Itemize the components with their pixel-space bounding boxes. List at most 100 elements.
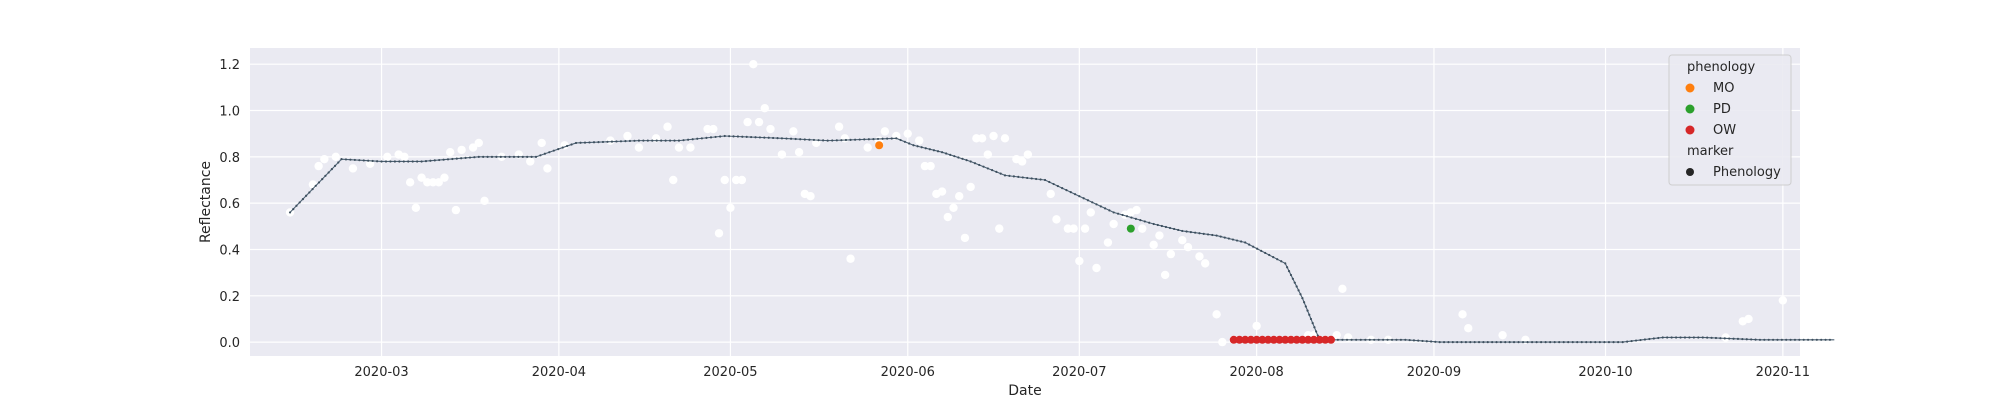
smoothed-series-dot [1589,341,1592,344]
observation-point [1000,134,1010,143]
smoothed-series-dot [1052,182,1055,186]
smoothed-series-dot [1820,338,1823,341]
smoothed-series-dot [736,135,740,138]
x-tick: 2020-08 [1229,365,1283,380]
smoothed-series-dot [1350,338,1353,341]
smoothed-series-dot [1095,203,1098,206]
smoothed-series-dot [1598,341,1601,344]
smoothed-series-dot [1386,338,1389,341]
smoothed-series-dot [455,157,458,160]
smoothed-series-dot [1086,199,1090,202]
y-tick-label: 0.0 [219,336,240,351]
observation-point [1092,263,1101,273]
legend-marker-mo [1685,83,1695,93]
smoothed-series-dot [1043,178,1047,182]
smoothed-series-dot [940,151,944,154]
smoothed-series-dot [1719,337,1722,340]
smoothed-series-dot [1674,336,1678,339]
smoothed-series-dot [464,156,467,160]
smoothed-series-dot [677,139,681,142]
smoothed-series-dot [534,155,538,158]
smoothed-series-dot [705,136,708,139]
x-tick-label: 2020-07 [1052,365,1106,380]
smoothed-series-dot [812,138,816,142]
smoothed-series-dot [1666,336,1669,339]
observation-point [1160,270,1170,280]
observation-point [989,131,998,141]
smoothed-series-dot [495,155,498,158]
smoothed-series-dot [973,162,977,165]
smoothed-series-dot [292,207,295,211]
smoothed-series-dot [1021,176,1024,179]
smoothed-series-dot [660,139,663,142]
smoothed-series-dot [1315,330,1318,333]
smoothed-series-dot [601,140,605,144]
y-axis-ticks: 0.0 0.2 0.4 0.6 0.8 1.0 1.2 [219,58,240,351]
phenology-point-ow [1275,335,1284,344]
smoothed-series-dot [1399,338,1403,341]
smoothed-series-dot [1235,239,1239,242]
smoothed-series-dot [1211,233,1214,237]
smoothed-series-dot [1056,184,1059,188]
observation-point [1132,205,1141,215]
observation-point [726,203,735,212]
observation-point [1023,150,1033,159]
smoothed-series-dot [1701,336,1704,339]
smoothed-series-dot [1284,262,1287,265]
phenology-point-ow [1286,335,1295,344]
smoothed-series-dot [982,165,985,168]
observation-point [400,152,409,162]
y-tick-label: 1.2 [219,58,240,73]
observation-point [955,192,964,201]
observation-point [863,143,872,152]
x-tick: 2020-09 [1407,365,1461,380]
smoothed-series-dot [1408,338,1411,342]
smoothed-series-dot [460,157,463,160]
smoothed-series-dot [876,137,880,141]
smoothed-series-dot [1540,341,1543,344]
smoothed-series-dot [785,137,788,140]
observation-point [1046,189,1055,199]
smoothed-series-dot [1750,338,1753,341]
smoothed-series-dot [799,138,802,141]
smoothed-series-dot [1442,341,1446,344]
smoothed-series-dot [808,138,811,141]
smoothed-series-dot [1434,340,1437,343]
plot-area [250,48,1800,356]
phenology-point-ow [1315,335,1324,344]
observation-point [606,136,615,145]
observation-point [749,60,758,69]
observation-point [1332,330,1341,340]
smoothed-series-dot [1248,243,1251,246]
smoothed-series-dot [1134,217,1137,220]
observation-point [669,175,678,185]
phenology-point-ow [1321,335,1330,344]
legend-box [1668,54,1792,186]
smoothed-series-dot [1112,211,1115,214]
smoothed-series-dot [928,148,931,151]
legend-title-marker: marker [1687,144,1734,159]
observation-point [1052,215,1061,224]
smoothed-series-dot [298,201,301,204]
observation-point [468,143,478,152]
smoothed-series-dot [1517,341,1520,344]
smoothed-series-dot [840,139,843,142]
smoothed-series-dot [1798,338,1801,341]
smoothed-series-dot [637,139,641,142]
smoothed-series-dot [719,135,722,138]
observation-point [411,203,421,212]
observation-point [445,148,455,157]
smoothed-series-dot [1763,338,1766,341]
observation-point [663,122,672,131]
smoothed-series-dot [1125,215,1129,218]
smoothed-series-dot [1244,241,1247,244]
smoothed-series-dot [831,139,834,142]
smoothed-series-dot [714,135,717,139]
smoothed-series-dot [583,141,587,144]
smoothed-series-dot [1073,193,1077,196]
smoothed-series-dot [517,155,520,158]
smoothed-series-dot [367,159,370,162]
smoothed-series-dot [995,170,998,173]
smoothed-series-dot [1139,219,1142,222]
smoothed-series-dot [772,136,775,140]
